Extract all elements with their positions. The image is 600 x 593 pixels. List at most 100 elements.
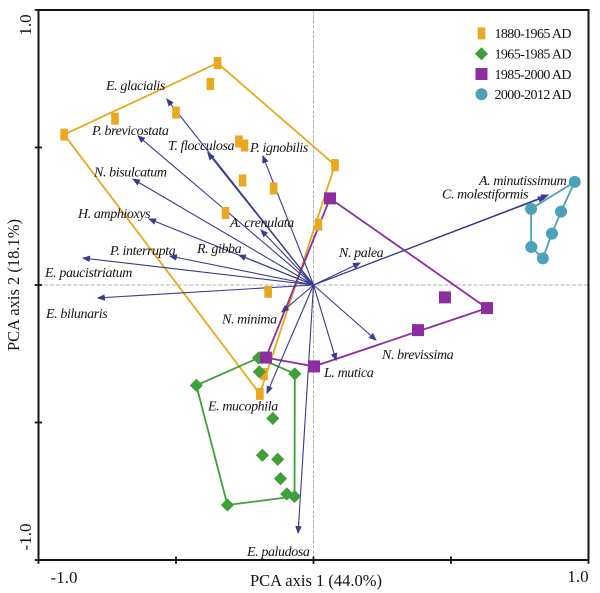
- species-label-n-minima: N. minima: [221, 313, 277, 328]
- point-1880-1965-ad: [256, 387, 264, 400]
- species-label-n-palea: N. palea: [338, 246, 384, 261]
- legend-label-1985-2000-ad: 1985-2000 AD: [495, 68, 572, 83]
- y-tick-label-min: -1.0: [16, 524, 35, 551]
- point-1965-1985-ad: [255, 448, 269, 462]
- point-1985-2000-ad: [324, 192, 336, 205]
- point-1880-1965-ad: [172, 106, 180, 119]
- legend-marker-1880-1965-ad: [477, 27, 486, 40]
- data-points: [60, 57, 581, 512]
- legend-item-1965-1985-ad: 1965-1985 AD: [474, 47, 572, 63]
- x-tick-label-max: 1.0: [567, 567, 588, 586]
- y-tick-label-max: 1.0: [16, 14, 35, 35]
- arrow-n-bisulcatum: [132, 178, 314, 286]
- x-tick-label-min: -1.0: [51, 568, 78, 587]
- point-1965-1985-ad: [288, 367, 302, 381]
- species-label-n-brevissima: N. brevissima: [381, 348, 454, 363]
- point-2000-2012-ad: [568, 175, 581, 188]
- arrow-a-crenulata: [260, 229, 314, 286]
- species-label-l-mutica: L. mutica: [323, 366, 374, 381]
- point-1965-1985-ad: [252, 365, 266, 379]
- point-1965-1985-ad: [287, 489, 302, 504]
- hull-1880-1965-ad: [63, 62, 336, 395]
- legend-item-1985-2000-ad: 1985-2000 AD: [475, 68, 572, 83]
- hull-1965-1985-ad: [195, 356, 296, 506]
- point-1880-1965-ad: [60, 128, 68, 141]
- point-1965-1985-ad: [273, 472, 288, 486]
- arrow-e-mucophila: [266, 284, 315, 395]
- point-1965-1985-ad: [271, 452, 285, 466]
- point-1880-1965-ad: [221, 206, 230, 219]
- point-1880-1965-ad: [331, 159, 339, 172]
- point-1880-1965-ad: [260, 368, 268, 381]
- species-label-h-amphioxys: H. amphioxys: [77, 207, 151, 222]
- legend-marker-1965-1985-ad: [474, 47, 489, 61]
- species-label-e-bilunaris: E. bilunaris: [45, 307, 108, 322]
- point-1880-1965-ad: [213, 57, 222, 70]
- point-1965-1985-ad: [220, 498, 235, 512]
- point-1880-1965-ad: [264, 285, 272, 298]
- arrow-r-gibba: [237, 254, 314, 286]
- arrow-c-molestiformis: [313, 196, 547, 286]
- point-1985-2000-ad: [308, 360, 321, 373]
- point-1985-2000-ad: [259, 351, 272, 364]
- species-label-p-interrupta: P. interrupta: [109, 244, 176, 259]
- axis-titles: PCA axis 1 (44.0%) PCA axis 2 (18.1%): [4, 219, 382, 590]
- species-label-n-bisulcatum: N. bisulcatum: [93, 166, 167, 181]
- x-axis-title: PCA axis 1 (44.0%): [250, 571, 382, 590]
- point-2000-2012-ad: [555, 205, 567, 218]
- legend-label-1965-1985-ad: 1965-1985 AD: [495, 48, 572, 63]
- hull-2000-2012-ad: [530, 180, 576, 260]
- arrow-l-mutica: [312, 284, 338, 362]
- arrows: [81, 98, 550, 535]
- arrow-e-bilunaris: [96, 284, 314, 301]
- arrow-t-flocculosa: [207, 152, 314, 286]
- point-1985-2000-ad: [438, 291, 451, 304]
- legend-marker-1985-2000-ad: [475, 68, 488, 80]
- axis-tick-labels: -1.0 1.0 -1.0 1.0: [16, 14, 589, 587]
- species-label-e-paludosa: E. paludosa: [246, 545, 310, 560]
- point-2000-2012-ad: [525, 241, 538, 254]
- point-1880-1965-ad: [314, 218, 323, 231]
- point-1985-2000-ad: [412, 324, 424, 337]
- point-2000-2012-ad: [545, 227, 558, 240]
- arrow-e-paludosa: [295, 284, 315, 535]
- species-label-e-paucistriatum: E. paucistriatum: [44, 266, 132, 281]
- species-label-c-molestiformis: C. molestiformis: [442, 188, 529, 203]
- point-2000-2012-ad: [525, 202, 538, 215]
- legend-item-1880-1965-ad: 1880-1965 AD: [477, 27, 572, 42]
- arrow-p-ignobilis: [262, 154, 315, 286]
- legend-label-2000-2012-ad: 2000-2012 AD: [495, 88, 572, 103]
- arrow-n-minima: [280, 284, 314, 313]
- species-label-e-glacialis: E. glacialis: [105, 79, 166, 94]
- arrow-n-palea: [313, 262, 362, 286]
- plot-frame: [34, 9, 590, 564]
- arrow-n-brevissima: [313, 284, 377, 341]
- legend-item-2000-2012-ad: 2000-2012 AD: [475, 88, 572, 103]
- point-1880-1965-ad: [240, 139, 249, 152]
- point-1965-1985-ad: [189, 378, 203, 392]
- point-1880-1965-ad: [269, 182, 278, 195]
- species-label-p-ignobilis: P. ignobilis: [249, 141, 309, 156]
- species-label-e-mucophila: E. mucophila: [207, 400, 278, 415]
- species-label-t-flocculosa: T. flocculosa: [168, 139, 234, 154]
- species-label-r-gibba: R. gibba: [196, 242, 242, 257]
- species-label-a-crenulata: A. crenulata: [229, 216, 294, 231]
- point-1880-1965-ad: [206, 77, 215, 90]
- point-1965-1985-ad: [266, 411, 280, 425]
- point-1880-1965-ad: [111, 112, 119, 125]
- legend-label-1880-1965-ad: 1880-1965 AD: [495, 27, 572, 42]
- legend: 1880-1965 AD 1965-1985 AD 1985-2000 AD 2000…: [474, 27, 572, 103]
- arrow-e-paucistriatum: [81, 255, 314, 286]
- point-1880-1965-ad: [238, 174, 247, 187]
- species-label-p-brevicostata: P. brevicostata: [91, 124, 169, 139]
- arrow-p-interrupta: [168, 254, 314, 286]
- legend-marker-2000-2012-ad: [475, 88, 488, 101]
- species-label-a-minutissimum: A. minutissimum: [478, 174, 567, 189]
- y-axis-title: PCA axis 2 (18.1%): [4, 219, 23, 351]
- point-1985-2000-ad: [481, 302, 494, 315]
- point-2000-2012-ad: [536, 252, 549, 265]
- point-1880-1965-ad: [235, 135, 243, 148]
